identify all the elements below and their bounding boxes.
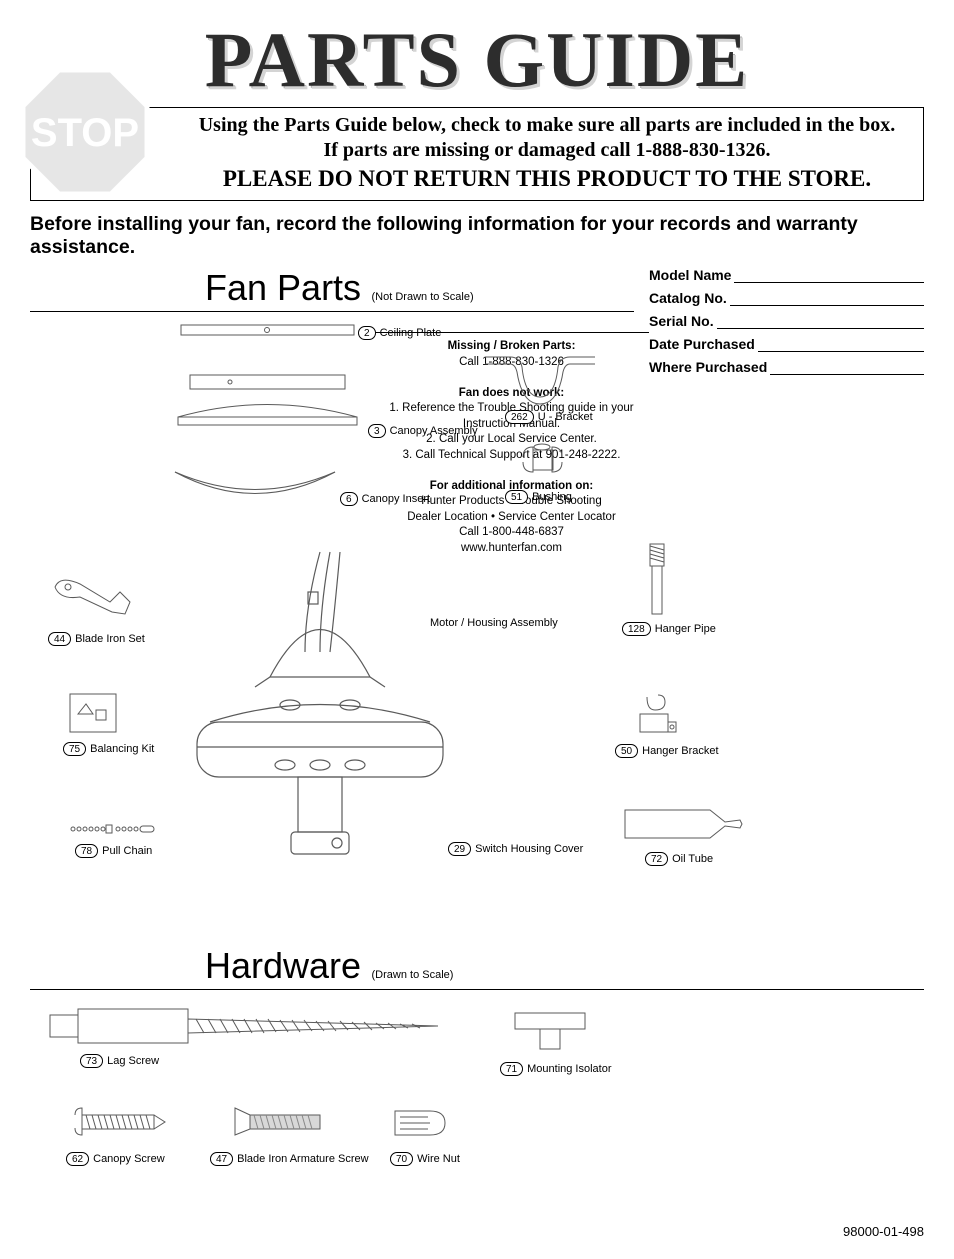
pull-chain-num: 78	[75, 844, 98, 858]
isolator-icon	[510, 1008, 590, 1053]
bushing-callout: 51 Bushing	[505, 490, 572, 504]
fan-parts-header: Fan Parts (Not Drawn to Scale)	[30, 267, 634, 312]
motor-label: Motor / Housing Assembly	[430, 617, 558, 629]
canopy-assembly-label: Canopy Assembly	[390, 425, 478, 437]
hanger-bracket-callout: 50 Hanger Bracket	[615, 744, 719, 758]
armature-screw-callout: 47 Blade Iron Armature Screw	[210, 1152, 369, 1166]
u-bracket-icon	[480, 352, 600, 407]
warning-box: STOP Using the Parts Guide below, check …	[30, 107, 924, 201]
hanger-pipe-num: 128	[622, 622, 651, 636]
canopy-insert-label: Canopy Insert	[362, 493, 430, 505]
lag-screw-callout: 73 Lag Screw	[80, 1054, 159, 1068]
hanger-pipe-label: Hanger Pipe	[655, 623, 716, 635]
hardware-note: (Drawn to Scale)	[372, 969, 454, 981]
isolator-num: 71	[500, 1062, 523, 1076]
blade-iron-num: 44	[48, 632, 71, 646]
hardware-area: 73 Lag Screw 71 Mounting Isolator 62 Can…	[30, 990, 924, 1220]
hardware-title: Hardware	[205, 945, 361, 987]
motor-housing-icon	[175, 547, 465, 857]
field-model-label: Model Name	[649, 267, 731, 283]
u-bracket-num: 262	[505, 410, 534, 424]
hanger-pipe-callout: 128 Hanger Pipe	[622, 622, 716, 636]
wire-nut-label: Wire Nut	[417, 1153, 460, 1165]
wire-nut-num: 70	[390, 1152, 413, 1166]
hanger-bracket-label: Hanger Bracket	[642, 745, 718, 757]
canopy-screw-icon	[70, 1105, 170, 1145]
warning-line-1: Using the Parts Guide below, check to ma…	[181, 114, 913, 137]
wire-nut-icon	[390, 1105, 450, 1145]
field-catalog-line[interactable]	[730, 292, 924, 306]
ceiling-plate-label: Ceiling Plate	[380, 327, 442, 339]
balancing-kit-num: 75	[63, 742, 86, 756]
canopy-screw-callout: 62 Canopy Screw	[66, 1152, 165, 1166]
lag-screw-icon	[48, 1005, 448, 1050]
page-title: PARTS GUIDE	[30, 15, 924, 105]
armature-screw-label: Blade Iron Armature Screw	[237, 1153, 368, 1165]
blade-iron-icon	[50, 572, 135, 627]
oil-tube-label: Oil Tube	[672, 853, 713, 865]
canopy-insert-num: 6	[340, 492, 358, 506]
oil-tube-num: 72	[645, 852, 668, 866]
pull-chain-label: Pull Chain	[102, 845, 152, 857]
stop-sign: STOP	[17, 64, 153, 200]
warning-line-3: PLEASE DO NOT RETURN THIS PRODUCT TO THE…	[181, 166, 913, 192]
canopy-insert-callout: 6 Canopy Insert	[340, 492, 430, 506]
canopy-insert-icon	[170, 467, 340, 507]
bushing-icon	[515, 442, 570, 482]
oil-tube-callout: 72 Oil Tube	[645, 852, 713, 866]
blade-iron-callout: 44 Blade Iron Set	[48, 632, 145, 646]
hanger-pipe-icon	[642, 542, 672, 617]
wire-nut-callout: 70 Wire Nut	[390, 1152, 460, 1166]
bushing-label: Bushing	[532, 491, 572, 503]
fan-parts-title: Fan Parts	[205, 267, 361, 309]
oil-tube-icon	[620, 802, 750, 847]
hardware-header: Hardware (Drawn to Scale)	[30, 945, 924, 990]
switch-cover-num: 29	[448, 842, 471, 856]
hanger-bracket-num: 50	[615, 744, 638, 758]
balancing-kit-callout: 75 Balancing Kit	[63, 742, 154, 756]
u-bracket-callout: 262 U - Bracket	[505, 410, 593, 424]
motor-callout: Motor / Housing Assembly	[430, 617, 558, 629]
lag-screw-label: Lag Screw	[107, 1055, 159, 1067]
record-instructions: Before installing your fan, record the f…	[30, 213, 924, 259]
canopy-assembly-num: 3	[368, 424, 386, 438]
armature-screw-num: 47	[210, 1152, 233, 1166]
armature-screw-icon	[230, 1105, 330, 1145]
isolator-label: Mounting Isolator	[527, 1063, 611, 1075]
ceiling-plate-callout: 2 Ceiling Plate	[358, 326, 441, 340]
switch-cover-callout: 29 Switch Housing Cover	[448, 842, 583, 856]
ceiling-plate-num: 2	[358, 326, 376, 340]
canopy-screw-num: 62	[66, 1152, 89, 1166]
canopy-screw-label: Canopy Screw	[93, 1153, 165, 1165]
field-model-line[interactable]	[734, 269, 924, 283]
pull-chain-icon	[68, 822, 158, 836]
blade-iron-label: Blade Iron Set	[75, 633, 145, 645]
lag-screw-num: 73	[80, 1054, 103, 1068]
field-catalog-label: Catalog No.	[649, 290, 727, 306]
balancing-kit-icon	[68, 692, 118, 734]
footer-code: 98000-01-498	[30, 1224, 924, 1239]
canopy-assembly-icon	[170, 367, 365, 427]
fan-diagram-area: 2 Ceiling Plate 3 Canopy Assembly 6 Cano…	[30, 312, 924, 917]
switch-cover-label: Switch Housing Cover	[475, 843, 583, 855]
bushing-num: 51	[505, 490, 528, 504]
stop-text: STOP	[31, 111, 139, 155]
isolator-callout: 71 Mounting Isolator	[500, 1062, 612, 1076]
warning-line-2: If parts are missing or damaged call 1-8…	[181, 139, 913, 162]
pull-chain-callout: 78 Pull Chain	[75, 844, 152, 858]
ceiling-plate-icon	[180, 324, 355, 338]
canopy-assembly-callout: 3 Canopy Assembly	[368, 424, 478, 438]
fan-parts-note: (Not Drawn to Scale)	[372, 291, 474, 303]
hanger-bracket-icon	[635, 692, 680, 740]
u-bracket-label: U - Bracket	[538, 411, 593, 423]
balancing-kit-label: Balancing Kit	[90, 743, 154, 755]
